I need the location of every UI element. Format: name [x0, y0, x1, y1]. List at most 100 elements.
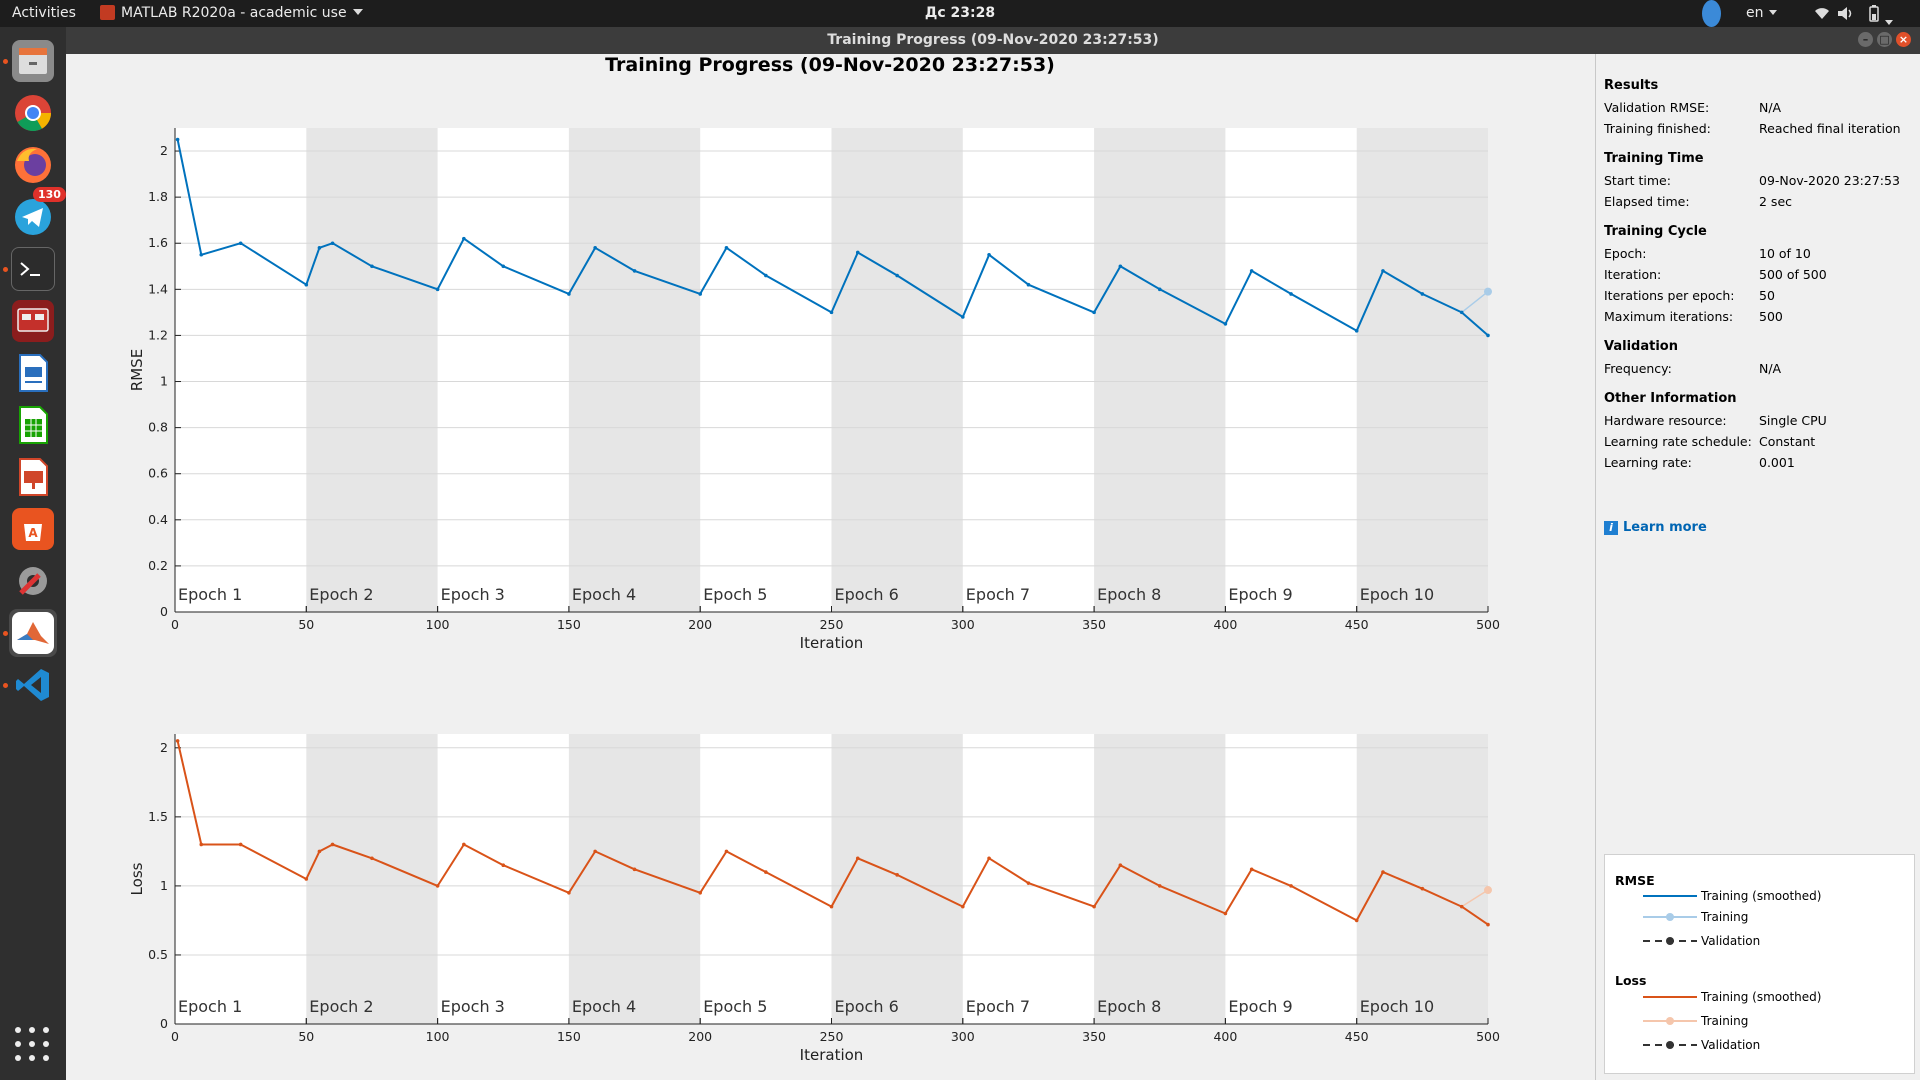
show-applications-button[interactable]	[15, 1027, 51, 1063]
notification-badge: 130	[33, 187, 66, 202]
activities-button[interactable]: Activities	[12, 5, 76, 21]
user-status-icon[interactable]	[1702, 0, 1721, 27]
epoch-band	[306, 734, 438, 1024]
learn-more-label: Learn more	[1623, 520, 1707, 535]
dock-item-software[interactable]: A	[9, 505, 57, 553]
x-tick-label: 150	[557, 617, 581, 632]
dock-item-settings[interactable]	[9, 557, 57, 605]
smoothed-point	[1223, 911, 1228, 916]
x-tick-label: 200	[688, 1029, 712, 1044]
final-training-marker	[1484, 287, 1492, 296]
charts-canvas: Epoch 1 Epoch 2 Epoch 3 Epoch 4 Epoch 5 Epoch…	[128, 128, 1500, 1064]
smoothed-point	[961, 904, 965, 909]
info-row: Iterations per epoch: 50	[1604, 285, 1827, 306]
smoothed-point	[1092, 904, 1096, 909]
smoothed-point	[317, 849, 322, 854]
smoothed-point	[1381, 269, 1385, 273]
y-tick-label: 1.8	[148, 189, 168, 204]
epoch-label: Epoch 4	[572, 585, 636, 604]
smoothed-point	[1249, 867, 1254, 872]
info-key: Training finished:	[1604, 121, 1711, 136]
ubuntu-software-icon: A	[12, 508, 54, 550]
info-value: N/A	[1759, 361, 1782, 376]
info-value: 09-Nov-2020 23:27:53	[1759, 173, 1900, 188]
epoch-label: Epoch 7	[966, 997, 1030, 1016]
y-axis-label: RMSE	[128, 349, 146, 391]
smoothed-point	[1118, 863, 1123, 867]
y-tick-label: 1.2	[148, 327, 168, 342]
network-icon[interactable]	[1814, 0, 1830, 27]
epoch-band	[568, 128, 701, 612]
section-heading: Training Cycle	[1604, 224, 1707, 239]
matlab-icon	[100, 5, 115, 20]
smoothed-point	[987, 856, 991, 861]
epoch-band	[831, 128, 963, 612]
window-titlebar[interactable]: Training Progress (09-Nov-2020 23:27:53)…	[66, 27, 1920, 54]
epoch-label: Epoch 3	[441, 585, 505, 604]
clock[interactable]: Дс 23:28	[924, 5, 996, 21]
top-bar: Activities MATLAB R2020a - academic use …	[0, 0, 1920, 27]
smoothed-point	[1289, 292, 1293, 296]
running-indicator	[3, 59, 8, 64]
smoothed-point	[1026, 282, 1031, 287]
smoothed-point	[238, 241, 243, 246]
dock-item-chrome[interactable]	[9, 89, 57, 137]
x-tick-label: 200	[688, 617, 712, 632]
dock-item-calc[interactable]	[9, 401, 57, 449]
x-axis-label: Iteration	[800, 1046, 864, 1064]
dock-item-vscode[interactable]	[3, 661, 57, 709]
x-tick-label: 100	[426, 1029, 450, 1044]
info-row: Iteration: 500 of 500	[1604, 264, 1827, 285]
epoch-band	[1094, 128, 1226, 612]
libreoffice-writer-icon	[12, 352, 54, 394]
epoch-label: Epoch 9	[1228, 585, 1292, 604]
smoothed-point	[317, 246, 322, 250]
smoothed-point	[764, 870, 768, 874]
dock-item-impress[interactable]	[9, 453, 57, 501]
learn-more-link[interactable]: i Learn more	[1604, 520, 1707, 535]
info-key: Iteration:	[1604, 267, 1662, 282]
file-cabinet-icon	[12, 40, 54, 82]
volume-icon[interactable]	[1836, 0, 1856, 27]
keyboard-layout-menu[interactable]: en	[1746, 0, 1777, 27]
info-row: Maximum iterations: 500	[1604, 306, 1827, 327]
info-value: 2 sec	[1759, 194, 1793, 209]
smoothed-point	[1459, 310, 1464, 315]
remote-desktop-icon	[12, 300, 54, 342]
smoothed-point	[238, 842, 243, 847]
epoch-label: Epoch 2	[309, 585, 373, 604]
dock-item-firefox[interactable]	[9, 141, 57, 189]
y-tick-label: 0.6	[148, 466, 168, 481]
info-row: Learning rate: 0.001	[1604, 452, 1827, 473]
x-tick-label: 50	[298, 617, 314, 632]
smoothed-point	[724, 849, 729, 854]
section-heading: Results	[1604, 78, 1659, 93]
y-tick-label: 0.5	[148, 947, 168, 962]
smoothed-point	[829, 310, 834, 315]
legend-label: Training (smoothed)	[1701, 990, 1822, 1004]
dock-item-telegram[interactable]: 130	[9, 187, 66, 241]
smoothed-point	[567, 292, 571, 296]
maximize-button[interactable]: □	[1877, 32, 1892, 47]
close-button[interactable]: ×	[1896, 32, 1911, 47]
dock-item-remote-desktop[interactable]	[9, 297, 57, 345]
x-tick-label: 350	[1082, 617, 1106, 632]
dock-item-writer[interactable]	[9, 349, 57, 397]
settings-icon	[12, 560, 54, 602]
dock-item-matlab[interactable]	[3, 609, 57, 657]
final-training-marker	[1484, 886, 1492, 895]
matlab-icon	[12, 612, 54, 654]
dock-item-files[interactable]	[3, 37, 57, 85]
minimize-button[interactable]: –	[1858, 32, 1873, 47]
dock-item-terminal[interactable]	[3, 245, 57, 293]
epoch-label: Epoch 8	[1097, 997, 1161, 1016]
x-tick-label: 0	[171, 617, 179, 632]
smoothed-point	[698, 292, 702, 296]
info-row: Hardware resource: Single CPU	[1604, 410, 1827, 431]
info-key: Iterations per epoch:	[1604, 288, 1735, 303]
power-menu[interactable]	[1868, 0, 1893, 27]
app-menu[interactable]: MATLAB R2020a - academic use	[100, 0, 363, 27]
results-section: Results Validation RMSE: N/A Training fin…	[1604, 78, 1901, 139]
smoothed-point	[1381, 870, 1385, 874]
legend-label: Validation	[1701, 934, 1761, 948]
